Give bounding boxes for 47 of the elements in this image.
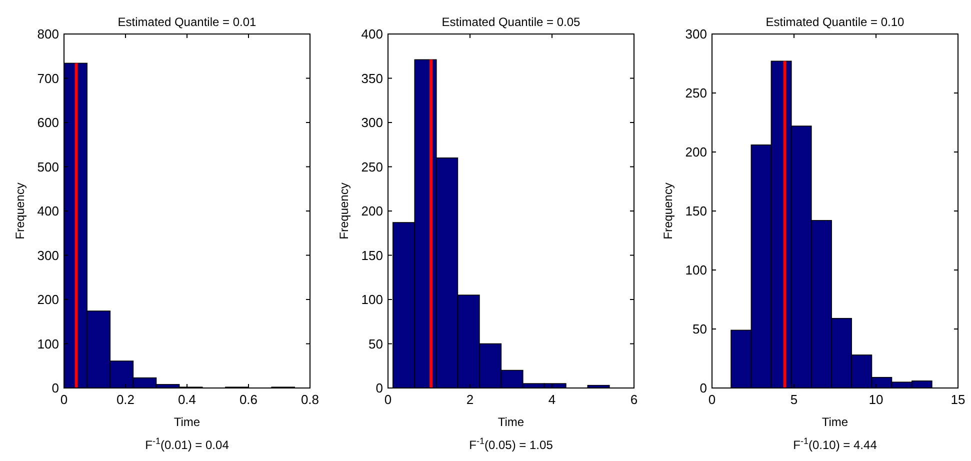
text: F$^{-1}$(0.10) = 4.44 [793, 436, 878, 452]
y-tick-label: 50 [368, 336, 383, 352]
x-tick-label: 15 [950, 392, 966, 407]
y-tick-label: 600 [37, 115, 59, 130]
y-tick-label: 300 [361, 115, 383, 130]
y-tick-label: 250 [685, 86, 707, 100]
y-tick-label: 200 [361, 204, 383, 218]
y-axis-title: Frequency [661, 182, 675, 240]
y-tick-label: 100 [37, 336, 59, 352]
y-tick-label: 300 [37, 248, 59, 263]
y-tick-label: 250 [361, 159, 383, 174]
x-axis-title: Time [498, 415, 524, 429]
x-tick-label: 0.2 [116, 392, 135, 407]
y-tick-label: 400 [37, 204, 59, 218]
y-tick-label: 0 [700, 380, 707, 396]
y-axis-title: Frequency [13, 182, 27, 240]
x-tick-label: 0.6 [239, 392, 258, 407]
y-tick-label: 500 [37, 159, 59, 174]
text: F$^{-1}$(0.01) = 0.04 [145, 436, 230, 452]
x-tick-label: 5 [790, 392, 798, 407]
x-tick-label: 4 [548, 392, 556, 407]
chart-title: Estimated Quantile = 0.10 [766, 15, 905, 29]
y-tick-label: 100 [361, 292, 383, 307]
y-tick-label: 150 [361, 248, 383, 263]
y-tick-label: 200 [37, 292, 59, 307]
x-tick-label: 10 [868, 392, 884, 407]
x-tick-label: 6 [630, 392, 638, 407]
chart-title: Estimated Quantile = 0.01 [118, 15, 257, 29]
x-tick-label: 0.4 [178, 392, 196, 407]
x-tick-label: 0.8 [300, 392, 320, 407]
x-axis-title: Time [174, 415, 200, 429]
y-tick-label: 150 [685, 204, 707, 218]
chart-title: Estimated Quantile = 0.05 [442, 15, 581, 29]
y-tick-label: 200 [685, 144, 707, 160]
text: F$^{-1}$(0.05) = 1.05 [469, 436, 554, 452]
y-tick-label: 100 [685, 262, 707, 278]
y-tick-label: 350 [361, 70, 383, 86]
y-tick-label: 300 [685, 26, 707, 42]
y-tick-label: 400 [361, 26, 383, 42]
y-tick-label: 700 [37, 70, 59, 86]
x-tick-label: 2 [466, 392, 474, 407]
y-tick-label: 0 [376, 380, 383, 396]
y-tick-label: 0 [52, 380, 59, 396]
y-tick-label: 50 [692, 322, 707, 336]
y-axis-title: Frequency [337, 182, 351, 240]
y-tick-label: 800 [37, 26, 59, 42]
x-axis-title: Time [822, 415, 848, 429]
